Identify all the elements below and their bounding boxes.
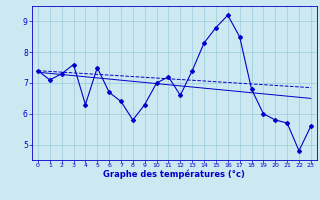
X-axis label: Graphe des températures (°c): Graphe des températures (°c) (103, 170, 245, 179)
